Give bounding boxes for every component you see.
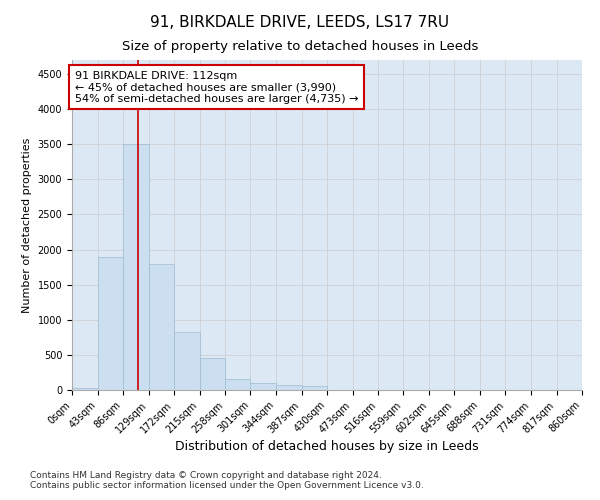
Bar bbox=[149, 264, 174, 390]
Bar bbox=[251, 384, 276, 390]
Bar bbox=[174, 332, 199, 390]
Bar bbox=[199, 358, 225, 390]
Bar bbox=[72, 388, 97, 390]
Bar bbox=[276, 386, 302, 390]
Bar bbox=[225, 379, 251, 390]
Bar bbox=[302, 386, 327, 390]
Y-axis label: Number of detached properties: Number of detached properties bbox=[22, 138, 32, 312]
Text: 91, BIRKDALE DRIVE, LEEDS, LS17 7RU: 91, BIRKDALE DRIVE, LEEDS, LS17 7RU bbox=[151, 15, 449, 30]
Text: 91 BIRKDALE DRIVE: 112sqm
← 45% of detached houses are smaller (3,990)
54% of se: 91 BIRKDALE DRIVE: 112sqm ← 45% of detac… bbox=[75, 70, 358, 104]
Text: Size of property relative to detached houses in Leeds: Size of property relative to detached ho… bbox=[122, 40, 478, 53]
Bar bbox=[123, 144, 149, 390]
Text: Contains HM Land Registry data © Crown copyright and database right 2024.
Contai: Contains HM Land Registry data © Crown c… bbox=[30, 470, 424, 490]
Bar bbox=[97, 256, 123, 390]
X-axis label: Distribution of detached houses by size in Leeds: Distribution of detached houses by size … bbox=[175, 440, 479, 453]
